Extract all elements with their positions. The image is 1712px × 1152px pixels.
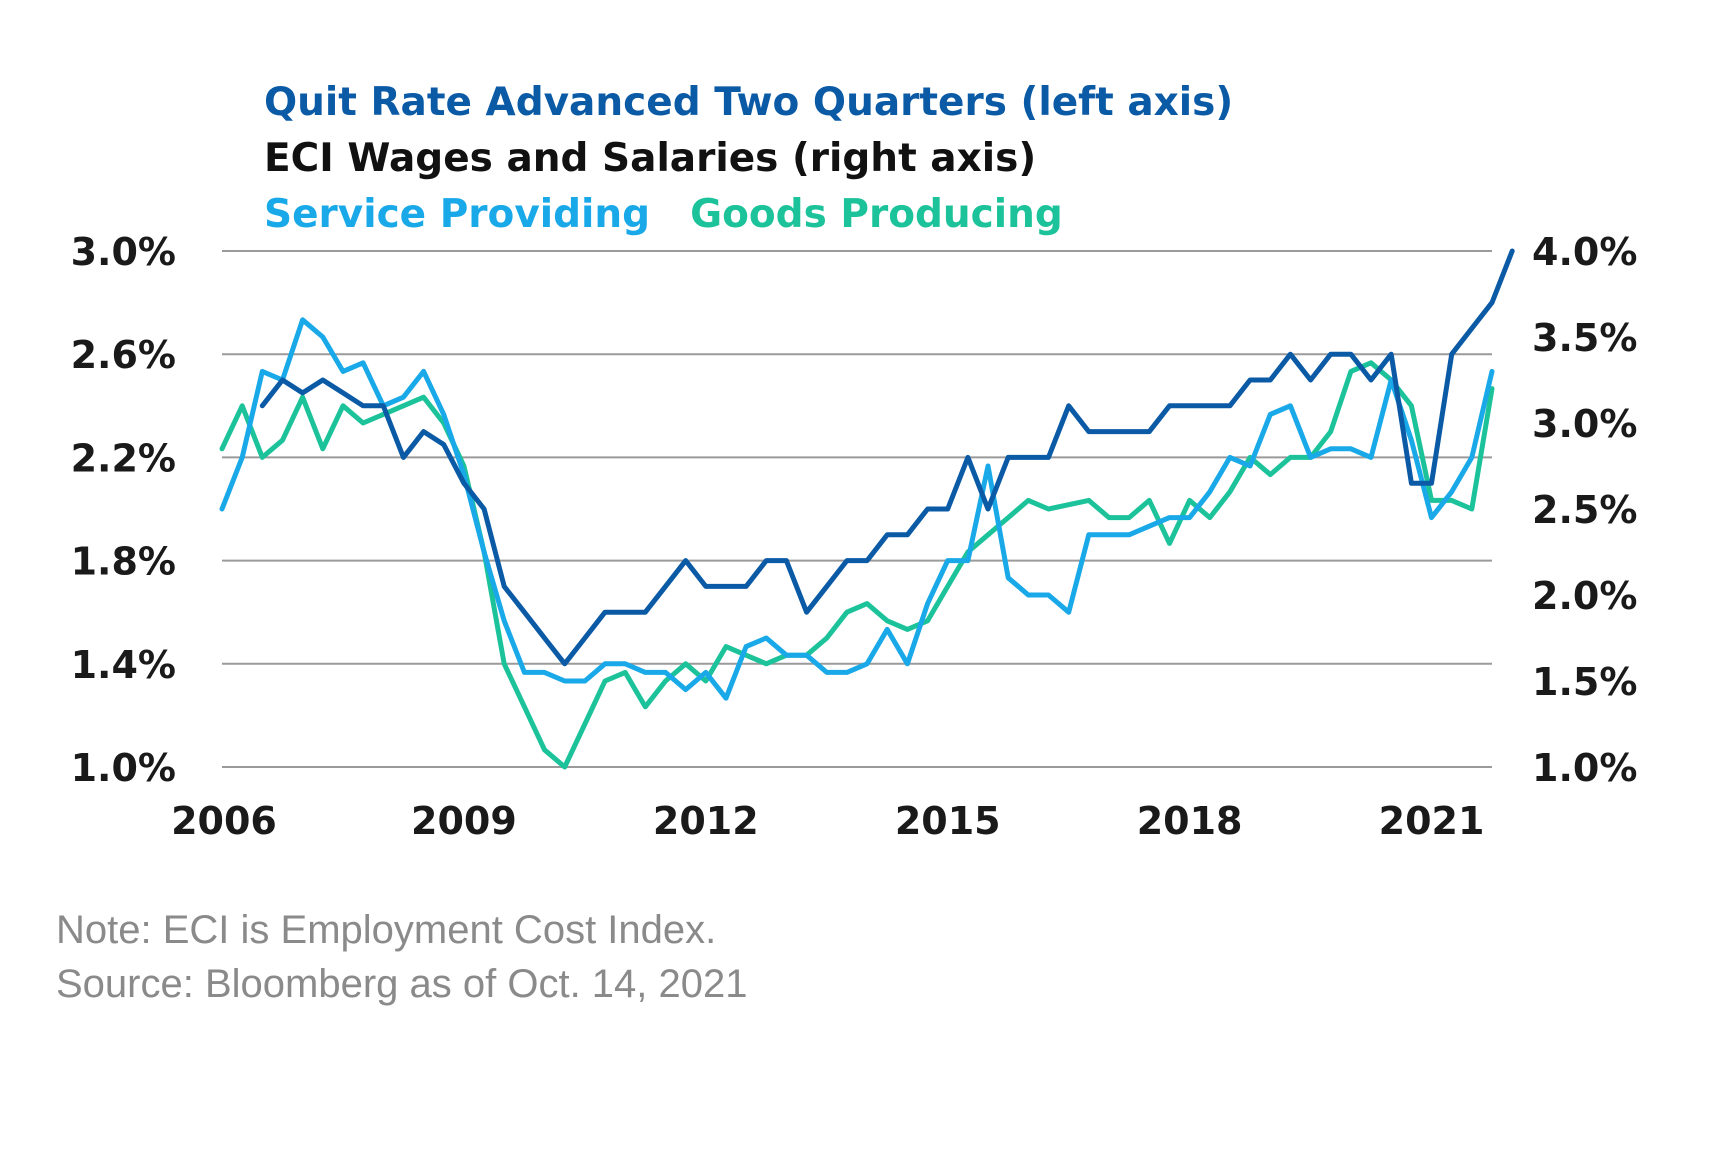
legend-quit-rate: Quit Rate Advanced Two Quarters (left ax… [264, 80, 1234, 125]
legend-goods-producing: Goods Producing [690, 192, 1063, 237]
right-axis-tick-label: 1.5% [1532, 660, 1637, 704]
left-axis-tick-label: 1.4% [71, 643, 176, 687]
right-axis-tick-label: 1.0% [1532, 746, 1637, 790]
left-axis-tick-label: 3.0% [71, 230, 176, 274]
left-axis-ticks: 3.0% 2.6% 2.2% 1.8% 1.4% 1.0% [71, 230, 176, 790]
right-axis-tick-label: 3.5% [1532, 316, 1637, 360]
left-axis-tick-label: 1.0% [71, 746, 176, 790]
x-axis-ticks: 2006 2009 2012 2015 2018 2021 [171, 799, 1484, 843]
x-axis-tick-label: 2006 [171, 799, 277, 843]
grid-lines [222, 250, 1492, 768]
x-axis-tick-label: 2009 [411, 799, 517, 843]
x-axis-tick-label: 2021 [1379, 799, 1485, 843]
right-axis-tick-label: 4.0% [1532, 230, 1637, 274]
series-line-goods-producing [219, 360, 1495, 770]
right-axis-tick-label: 2.0% [1532, 574, 1637, 618]
legend-service-providing: Service Providing [264, 192, 651, 237]
legend-eci: ECI Wages and Salaries (right axis) [264, 136, 1037, 181]
x-axis-tick-label: 2015 [895, 799, 1001, 843]
chart-source: Source: Bloomberg as of Oct. 14, 2021 [56, 962, 748, 1006]
right-axis-tick-label: 2.5% [1532, 488, 1637, 532]
chart-note: Note: ECI is Employment Cost Index. [56, 908, 717, 952]
series-line-service-providing [219, 317, 1495, 701]
left-axis-tick-label: 2.6% [71, 333, 176, 377]
right-axis-ticks: 4.0% 3.5% 3.0% 2.5% 2.0% 1.5% 1.0% [1532, 230, 1637, 790]
left-axis-tick-label: 1.8% [71, 540, 176, 584]
x-axis-tick-label: 2018 [1137, 799, 1243, 843]
series-layer [219, 248, 1515, 770]
legend-sectors: Service Providing Goods Producing [264, 192, 1063, 237]
left-axis-tick-label: 2.2% [71, 436, 176, 480]
series-line-quit-rate-advanced-two-quarters-left-axis [259, 248, 1515, 667]
right-axis-tick-label: 3.0% [1532, 402, 1637, 446]
x-axis-tick-label: 2012 [653, 799, 759, 843]
